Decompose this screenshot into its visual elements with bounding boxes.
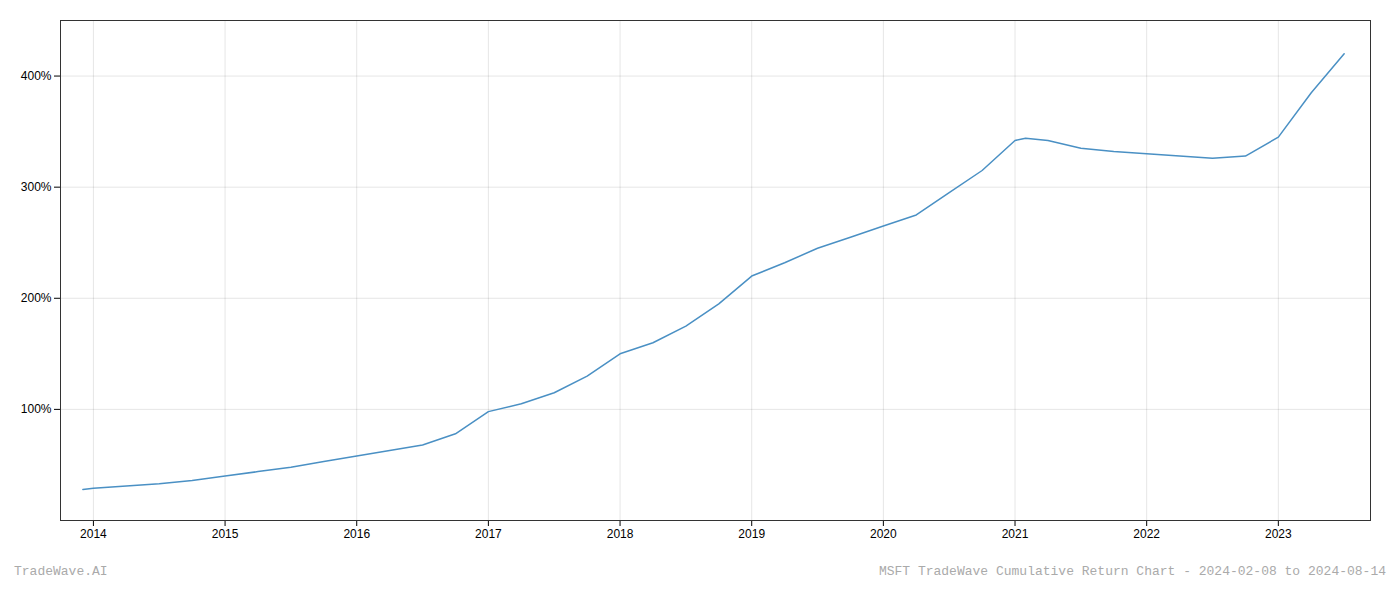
svg-text:2018: 2018 <box>607 527 634 541</box>
svg-text:300%: 300% <box>21 180 52 194</box>
html-text:TradeWave.AI: TradeWave.AI <box>14 564 108 579</box>
svg-text:2016: 2016 <box>343 527 370 541</box>
svg-text:100%: 100% <box>21 402 52 416</box>
svg-text:2021: 2021 <box>1002 527 1029 541</box>
svg-text:2023: 2023 <box>1265 527 1292 541</box>
svg-text:2014: 2014 <box>80 527 107 541</box>
svg-text:2019: 2019 <box>738 527 765 541</box>
svg-text:2015: 2015 <box>212 527 239 541</box>
html-text:MSFT TradeWave Cumulative Retu: MSFT TradeWave Cumulative Return Chart -… <box>878 564 1386 579</box>
svg-text:400%: 400% <box>21 69 52 83</box>
svg-text:2022: 2022 <box>1133 527 1160 541</box>
svg-text:200%: 200% <box>21 291 52 305</box>
svg-text:2020: 2020 <box>870 527 897 541</box>
svg-text:2017: 2017 <box>475 527 502 541</box>
